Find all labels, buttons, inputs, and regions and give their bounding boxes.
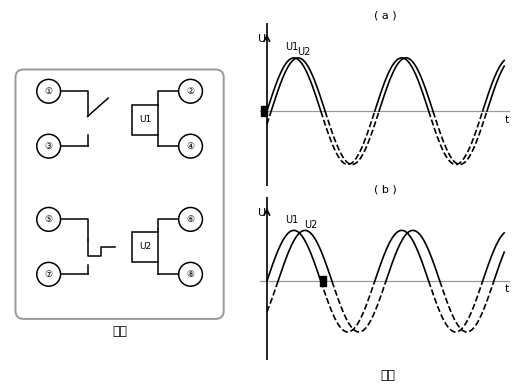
Circle shape <box>179 134 202 158</box>
Text: ( b ): ( b ) <box>374 185 397 195</box>
Circle shape <box>179 79 202 103</box>
Text: ⑦: ⑦ <box>45 270 53 279</box>
Text: ①: ① <box>45 87 53 96</box>
Text: ⑥: ⑥ <box>187 215 194 224</box>
Text: ③: ③ <box>45 142 53 151</box>
Circle shape <box>179 207 202 231</box>
Text: U: U <box>258 34 266 44</box>
Text: t: t <box>505 115 509 125</box>
Text: 图一: 图一 <box>112 325 127 338</box>
Circle shape <box>179 262 202 286</box>
Text: t: t <box>505 284 509 295</box>
Text: U: U <box>258 207 266 217</box>
Text: 图二: 图二 <box>380 369 395 382</box>
Circle shape <box>37 134 60 158</box>
Text: ⑤: ⑤ <box>45 215 53 224</box>
FancyBboxPatch shape <box>16 70 224 319</box>
FancyBboxPatch shape <box>132 105 159 135</box>
Text: U1: U1 <box>285 42 299 52</box>
Text: U1: U1 <box>139 115 151 124</box>
Text: U1: U1 <box>285 215 299 225</box>
Circle shape <box>37 262 60 286</box>
FancyBboxPatch shape <box>132 232 159 262</box>
Text: ④: ④ <box>187 142 194 151</box>
Text: ( a ): ( a ) <box>374 10 397 21</box>
Circle shape <box>37 207 60 231</box>
Text: U2: U2 <box>139 242 151 251</box>
Circle shape <box>37 79 60 103</box>
Text: ⑧: ⑧ <box>187 270 194 279</box>
Text: U2: U2 <box>304 220 318 230</box>
Text: ②: ② <box>187 87 194 96</box>
Text: U2: U2 <box>297 47 310 57</box>
